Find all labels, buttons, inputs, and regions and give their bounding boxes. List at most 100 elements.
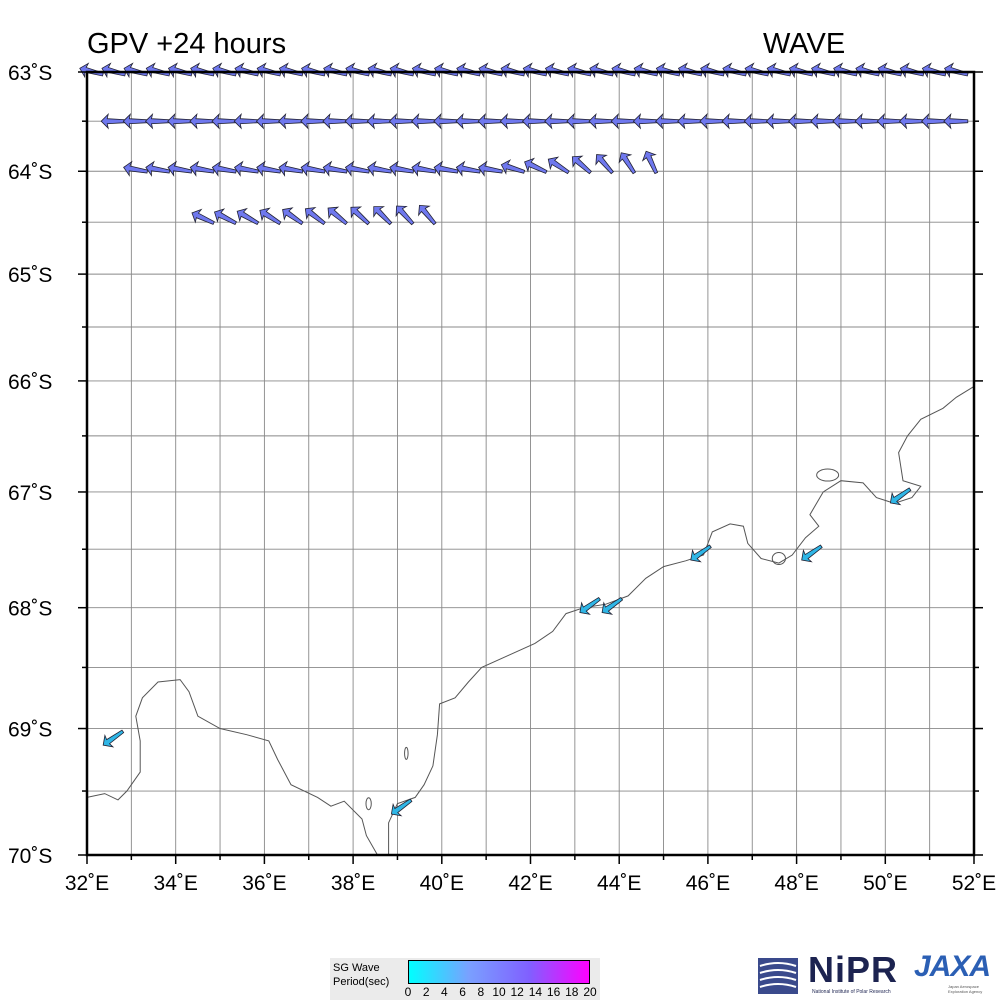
wave-arrow: [743, 112, 769, 130]
wave-arrow: [544, 112, 570, 130]
wave-arrow: [190, 62, 215, 79]
wave-arrow-shape: [234, 62, 260, 79]
wave-arrow: [655, 112, 680, 130]
wave-arrow: [167, 112, 193, 130]
wave-arrow-shape: [618, 152, 637, 175]
wave-arrow-shape: [854, 112, 880, 130]
period-legend: SG Wave Period(sec) 0 2 4 6 8 10 12 14 16 18 20: [330, 958, 600, 1000]
wave-arrow-shape: [655, 112, 680, 130]
wave-arrow: [211, 112, 237, 130]
wave-arrow-shape: [921, 62, 947, 79]
wave-arrow-shape: [611, 62, 637, 79]
wave-arrow-shape: [722, 62, 747, 79]
wave-arrow-shape: [595, 154, 614, 175]
wave-arrow: [79, 62, 104, 79]
wave-arrow: [373, 206, 393, 226]
wave-arrow: [477, 160, 503, 177]
wave-arrow-shape: [690, 544, 712, 563]
wave-arrow-shape: [344, 160, 370, 177]
coastline-segment: [388, 385, 975, 855]
wave-arrow-shape: [256, 62, 282, 79]
wave-arrow: [811, 62, 836, 79]
legend-tick-label: 14: [528, 985, 543, 999]
jaxa-logo: JAXA Japan Aerospace Exploration Agency: [912, 950, 998, 998]
wave-arrow-shape: [876, 112, 902, 130]
wave-arrow-shape: [411, 160, 437, 177]
wave-arrow-shape: [167, 160, 193, 177]
wave-arrow-shape: [300, 112, 326, 130]
legend-tick-label: 6: [459, 985, 466, 999]
wave-arrow: [304, 206, 326, 226]
wave-arrow: [477, 112, 503, 130]
wave-arrow: [944, 62, 969, 79]
wave-arrow: [595, 154, 614, 175]
lon-label: 42˚E: [508, 872, 552, 895]
legend-tick-label: 20: [583, 985, 597, 999]
wave-arrow: [259, 207, 282, 226]
wave-arrow: [455, 112, 481, 130]
wave-arrow-shape: [788, 62, 814, 79]
nipr-subtitle: National Institute of Polar Research: [812, 989, 891, 995]
wave-arrow-shape: [123, 160, 148, 177]
wave-arrow-shape: [213, 208, 237, 225]
legend-colorbar: [408, 960, 590, 984]
wave-arrow-shape: [589, 62, 614, 79]
wave-arrow: [300, 112, 326, 130]
wave-arrow: [500, 62, 526, 79]
island: [365, 797, 372, 811]
wave-arrow: [388, 112, 414, 130]
wave-arrow-shape: [233, 112, 259, 130]
wave-arrow: [499, 112, 525, 130]
wave-arrow-shape: [322, 112, 348, 130]
wave-arrow-shape: [898, 112, 924, 130]
graticule: [87, 72, 974, 855]
wave-arrow-shape: [855, 62, 880, 79]
wave-arrow-shape: [373, 206, 393, 226]
coastline-segment: [86, 679, 378, 856]
wave-arrow-shape: [544, 62, 570, 79]
wave-arrow-shape: [677, 112, 703, 130]
wave-arrow: [301, 62, 326, 79]
wave-arrow: [699, 112, 725, 130]
wave-arrow-shape: [144, 112, 170, 130]
wave-arrow-shape: [122, 112, 148, 130]
wave-arrow: [213, 208, 237, 225]
nipr-wordmark: NiPR: [808, 949, 899, 990]
wave-arrow-shape: [304, 206, 326, 226]
wave-arrow: [367, 62, 393, 79]
wave-arrow-shape: [811, 62, 836, 79]
wave-arrow-shape: [389, 160, 415, 177]
wave-arrow-shape: [810, 112, 836, 130]
wave-arrow: [389, 160, 415, 177]
wave-arrow: [145, 160, 171, 177]
wave-arrow-shape: [145, 62, 171, 79]
wave-arrow: [395, 205, 415, 226]
wave-arrow-shape: [434, 62, 459, 79]
wave-arrow: [389, 62, 415, 79]
wave-arrow-shape: [366, 112, 392, 130]
wave-arrow-shape: [832, 112, 858, 130]
wave-arrow: [655, 62, 681, 79]
wave-arrow-shape: [323, 62, 348, 79]
wave-arrow-shape: [455, 112, 481, 130]
wave-arrow: [101, 62, 127, 79]
legend-tick-label: 10: [492, 985, 506, 999]
wave-arrow-shape: [524, 157, 548, 174]
wave-arrow-shape: [899, 62, 925, 79]
wave-arrow-shape: [233, 160, 259, 177]
wave-arrow-shape: [390, 798, 413, 817]
lon-label: 44˚E: [597, 872, 641, 895]
jaxa-subtitle: Japan Aerospace Exploration Agency: [948, 984, 983, 994]
wave-arrow-shape: [765, 112, 791, 130]
wave-arrow: [366, 112, 392, 130]
wave-arrow-shape: [641, 150, 659, 175]
wave-arrow: [411, 160, 437, 177]
wave-arrow: [721, 112, 747, 130]
wave-arrow-shape: [123, 62, 149, 79]
wave-arrow-shape: [411, 62, 437, 79]
wave-arrow: [521, 112, 547, 130]
legend-tick-label: 8: [477, 985, 485, 999]
wave-arrow-shape: [327, 206, 348, 226]
wave-arrow: [788, 112, 813, 130]
wave-arrow: [690, 544, 712, 563]
